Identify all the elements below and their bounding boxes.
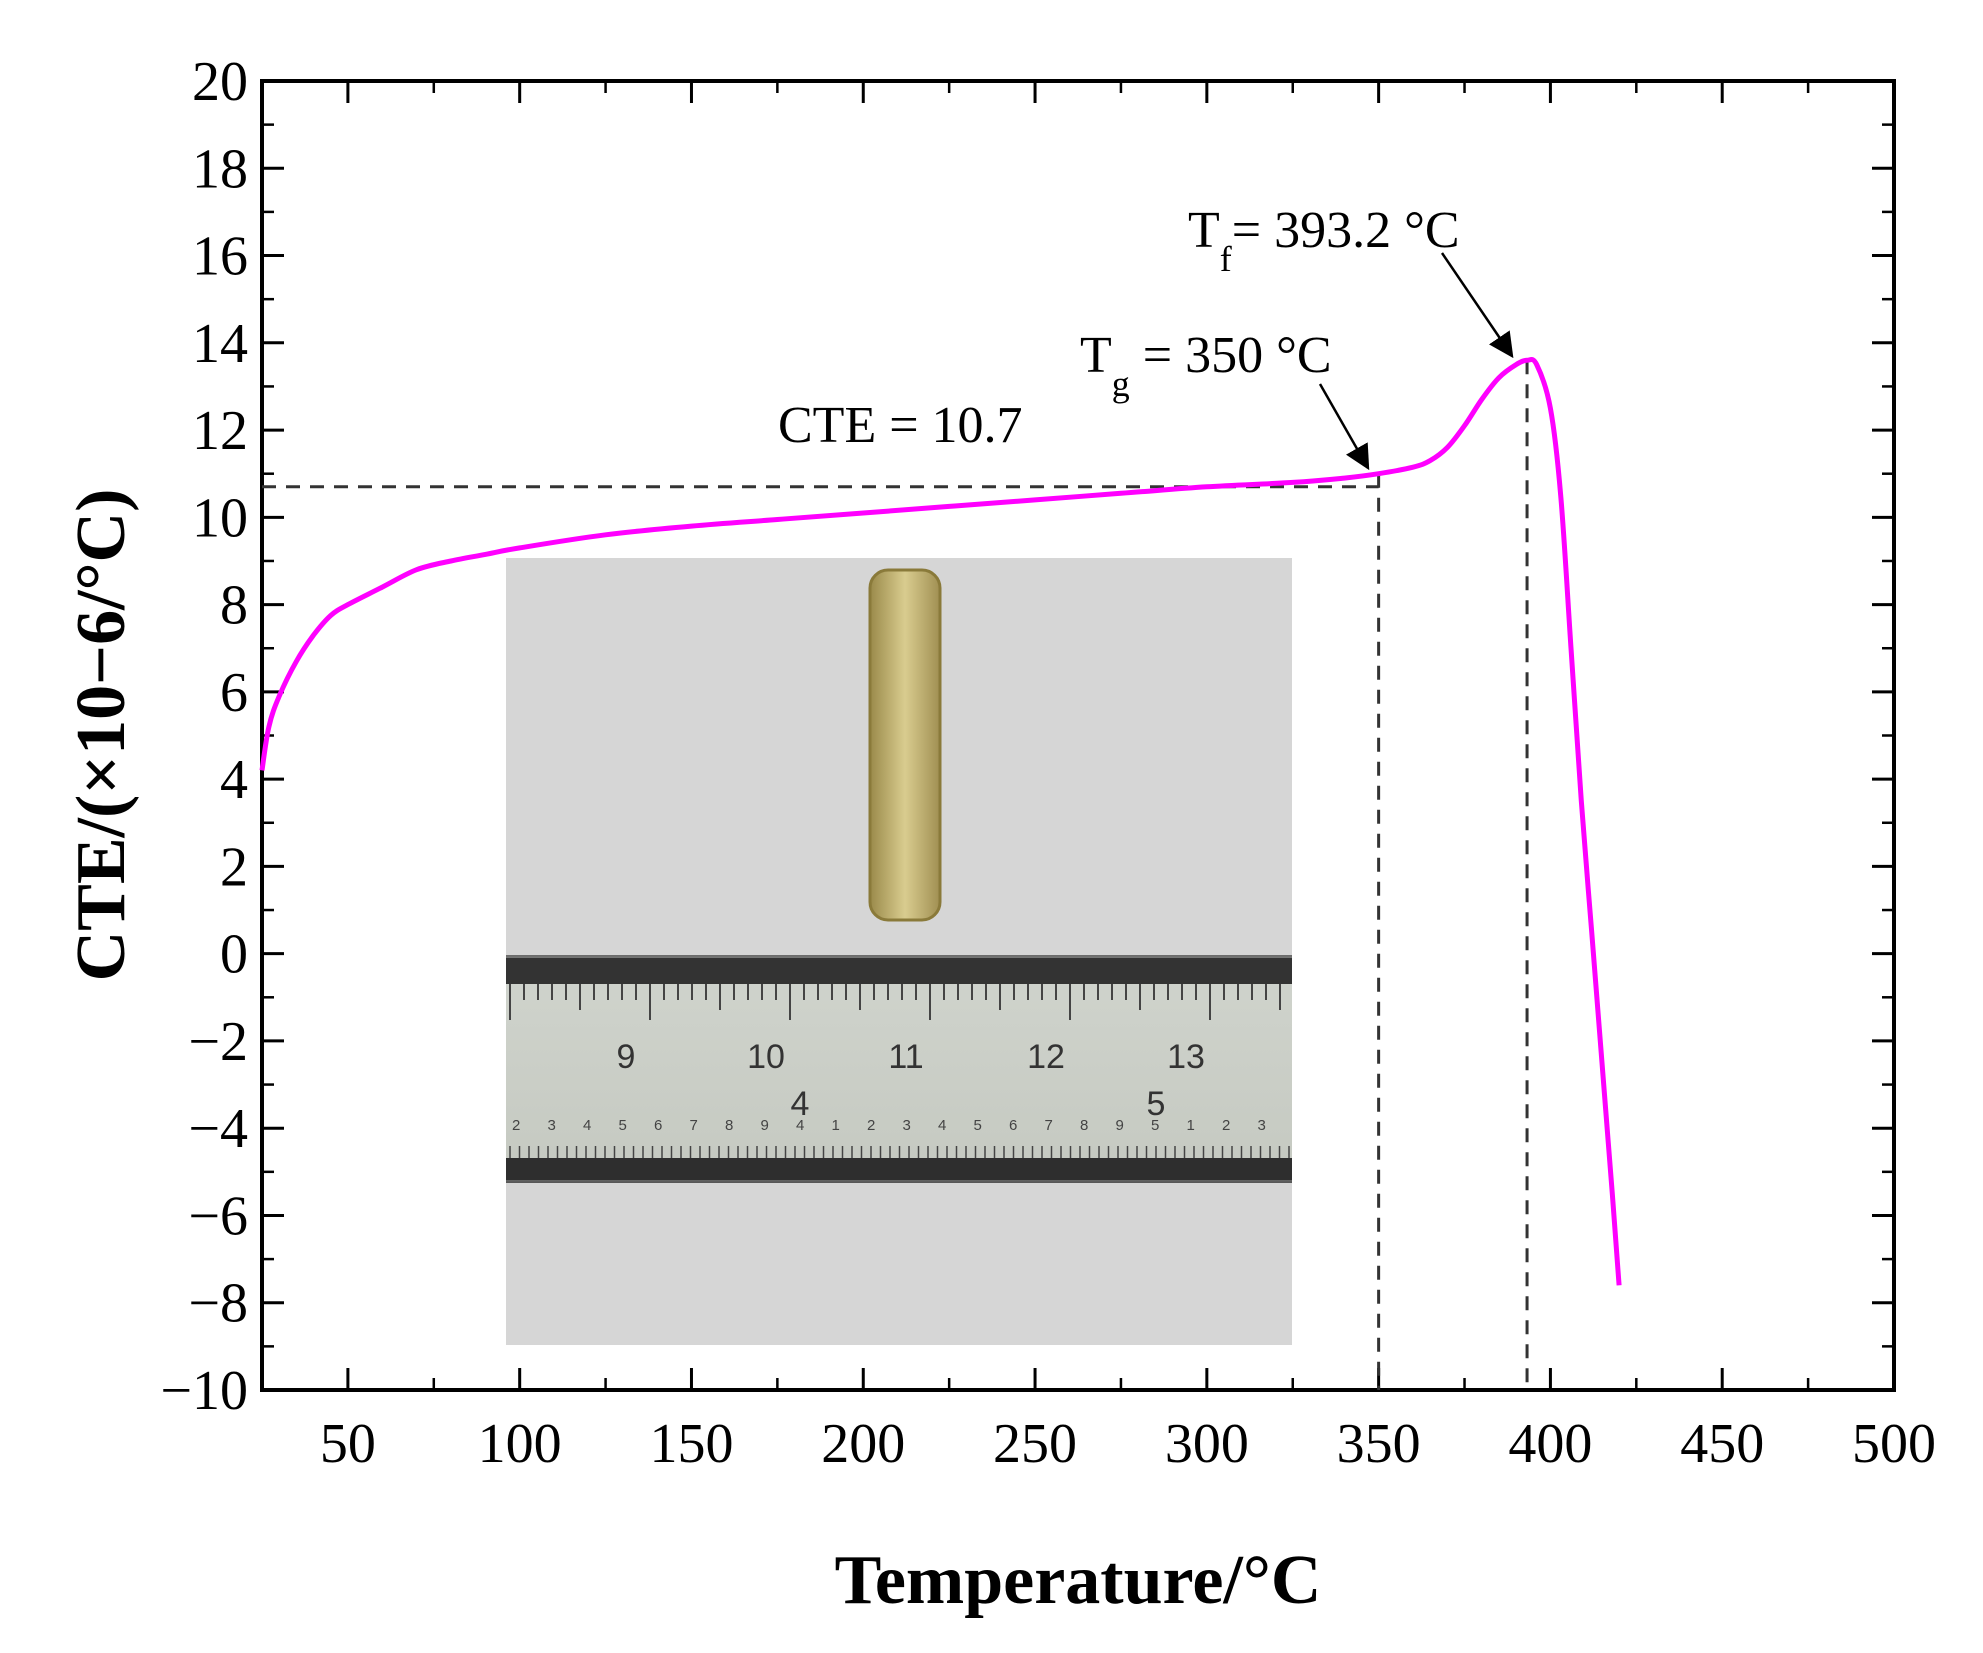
ruler-inch-label: 5	[1147, 1085, 1166, 1123]
y-axis-title: CTE/(×10−6/°C)	[63, 489, 140, 982]
axis-ticks	[260, 79, 1896, 1392]
ruler-small-digit: 8	[1080, 1117, 1088, 1134]
ruler-small-digit: 2	[512, 1117, 520, 1134]
ruler-small-digit: 1	[832, 1117, 840, 1134]
ruler-small-digit: 8	[725, 1117, 733, 1134]
reference-lines	[262, 360, 1529, 1390]
y-tick-label: −8	[188, 1273, 248, 1335]
y-tick-label: 6	[220, 662, 248, 724]
ruler-small-digit: 7	[690, 1117, 698, 1134]
y-tick-label: −10	[160, 1360, 248, 1422]
ruler-small-digit: 7	[1045, 1117, 1053, 1134]
x-tick-label: 200	[821, 1413, 905, 1475]
tg-annotation: Tg = 350 °C	[1080, 327, 1332, 404]
x-tick-label: 150	[649, 1413, 733, 1475]
x-tick-label: 50	[320, 1413, 376, 1475]
specimen-bar	[868, 568, 942, 922]
ruler-inch-label: 4	[791, 1085, 810, 1123]
y-tick-labels: −10 −8 −6 −4 −2 0 2 4 6 8 10 12 14 16 18 20	[160, 51, 248, 1422]
ruler-small-digit: 4	[796, 1117, 804, 1134]
ruler-small-digit: 5	[619, 1117, 627, 1134]
x-axis-title: Temperature/°C	[835, 1542, 1322, 1619]
y-tick-label: 8	[220, 575, 248, 637]
ruler-small-digit: 4	[583, 1117, 591, 1134]
x-tick-label: 100	[478, 1413, 562, 1475]
y-tick-label: −2	[188, 1011, 248, 1073]
ruler-cm-label: 10	[747, 1038, 785, 1076]
x-tick-label: 400	[1508, 1413, 1592, 1475]
x-tick-label: 300	[1165, 1413, 1249, 1475]
inset-photo: 9 10 11 12 134 52 3 4 5 6 7 8 9 4 1 2 3 4 5 6 7 8 9 5 1 2 3	[506, 558, 1292, 1345]
x-tick-label: 450	[1680, 1413, 1764, 1475]
ruler-cm-label: 9	[617, 1038, 636, 1076]
ruler-small-digit: 2	[1222, 1117, 1230, 1134]
x-tick-labels: 50 100 150 200 250 300 350 400 450 500	[320, 1413, 1936, 1475]
y-tick-label: 4	[220, 749, 248, 811]
ruler-small-digit: 2	[867, 1117, 875, 1134]
y-tick-label: 16	[192, 226, 248, 288]
y-tick-label: 10	[192, 487, 248, 549]
tg-arrow	[1318, 383, 1370, 471]
steel-ruler: 9 10 11 12 134 52 3 4 5 6 7 8 9 4 1 2 3 4 5 6 7 8 9 5 1 2 3	[506, 955, 1292, 1183]
ruler-ticks	[509, 984, 1290, 1158]
tf-annotation: Tf= 393.2 °C	[1188, 202, 1460, 279]
ruler-small-digit: 9	[1116, 1117, 1124, 1134]
ruler-cm-label: 13	[1167, 1038, 1205, 1076]
tf-arrow	[1440, 252, 1514, 359]
y-tick-label: 14	[192, 313, 248, 375]
ruler-cm-label: 12	[1027, 1038, 1065, 1076]
x-tick-label: 500	[1852, 1413, 1936, 1475]
y-tick-label: 0	[220, 924, 248, 986]
cte-curve	[259, 356, 1622, 1286]
y-tick-label: 12	[192, 400, 248, 462]
ruler-small-digit: 1	[1187, 1117, 1195, 1134]
ruler-small-digit: 5	[974, 1117, 982, 1134]
ruler-cm-label: 11	[888, 1038, 923, 1076]
y-tick-label: −4	[188, 1098, 248, 1160]
ruler-small-digit: 3	[1258, 1117, 1266, 1134]
y-tick-label: 2	[220, 836, 248, 898]
ruler-small-digit: 5	[1151, 1117, 1159, 1134]
x-tick-label: 350	[1337, 1413, 1421, 1475]
ruler-small-digit: 6	[654, 1117, 662, 1134]
ruler-small-digit: 4	[938, 1117, 946, 1134]
cte-annotation: CTE = 10.7	[778, 397, 1023, 454]
y-tick-label: 20	[192, 51, 248, 113]
ruler-small-digit: 3	[548, 1117, 556, 1134]
ruler-small-digit: 3	[903, 1117, 911, 1134]
ruler-labels: 9 10 11 12 134 52 3 4 5 6 7 8 9 4 1 2 3 4 5 6 7 8 9 5 1 2 3	[512, 1038, 1266, 1134]
x-tick-label: 250	[993, 1413, 1077, 1475]
y-tick-label: −6	[188, 1185, 248, 1247]
y-tick-label: 18	[192, 138, 248, 200]
ruler-small-digit: 6	[1009, 1117, 1017, 1134]
ruler-small-digit: 9	[761, 1117, 769, 1134]
